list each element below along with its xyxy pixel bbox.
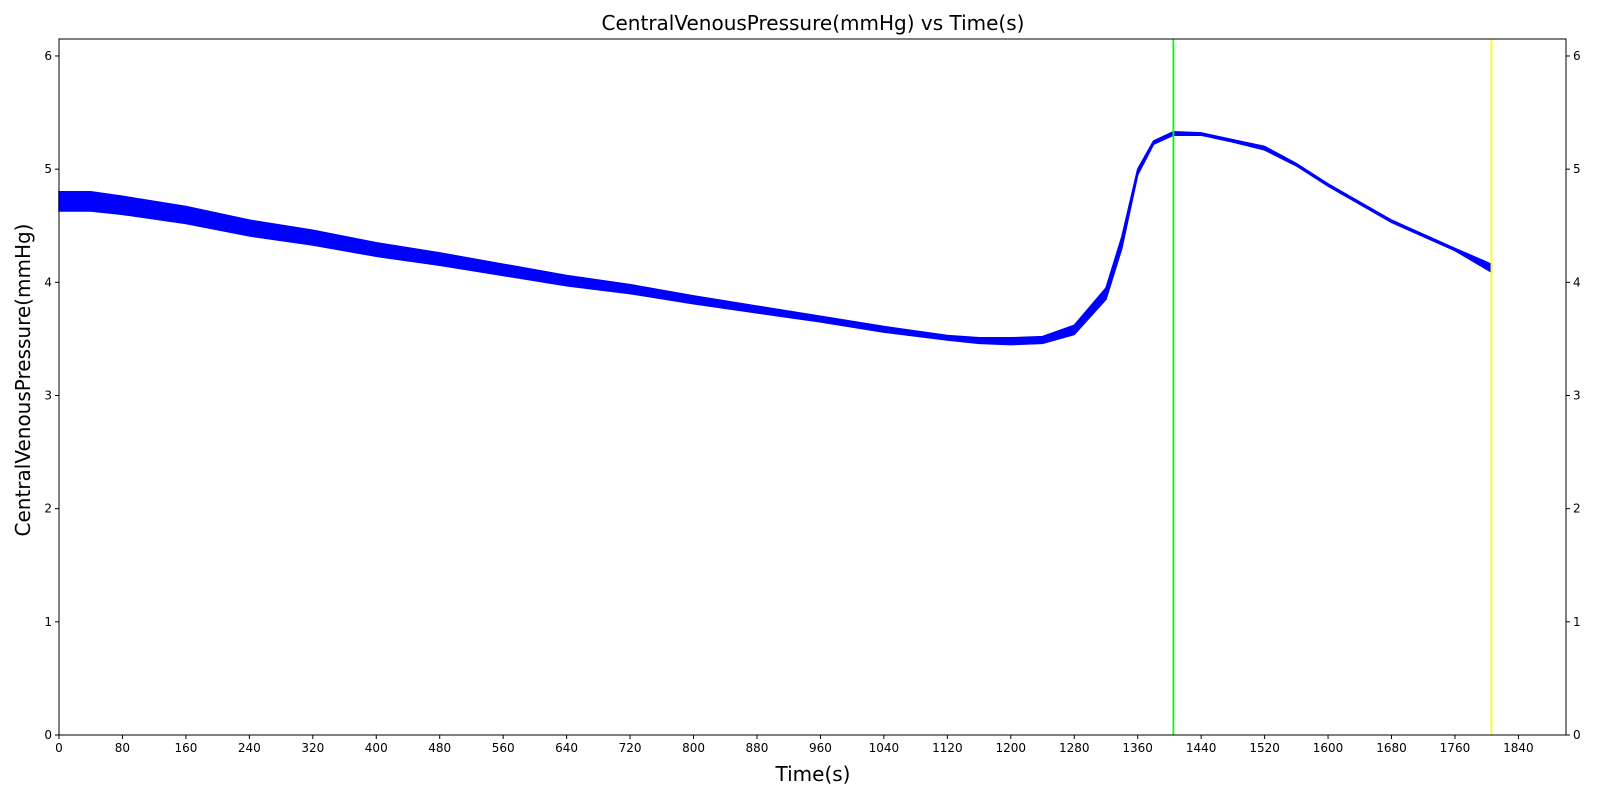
y-tick-label-right: 2 bbox=[1573, 502, 1581, 516]
x-tick-label: 1440 bbox=[1186, 741, 1217, 755]
y-tick-label-left: 1 bbox=[44, 615, 52, 629]
x-tick-label: 1200 bbox=[996, 741, 1027, 755]
y-axis-label: CentralVenousPressure(mmHg) bbox=[11, 224, 35, 537]
x-tick-label: 560 bbox=[492, 741, 515, 755]
x-tick-label: 160 bbox=[174, 741, 197, 755]
x-tick-label: 80 bbox=[115, 741, 130, 755]
x-tick-label: 1120 bbox=[932, 741, 963, 755]
x-tick-label: 800 bbox=[682, 741, 705, 755]
series-line-0 bbox=[58, 131, 1493, 346]
x-tick-label: 640 bbox=[555, 741, 578, 755]
x-tick-label: 880 bbox=[746, 741, 769, 755]
y-tick-label-left: 6 bbox=[44, 49, 52, 63]
y-tick-label-right: 1 bbox=[1573, 615, 1581, 629]
y-tick-label-left: 3 bbox=[44, 388, 52, 402]
chart-title: CentralVenousPressure(mmHg) vs Time(s) bbox=[602, 11, 1025, 35]
y-tick-label-right: 0 bbox=[1573, 728, 1581, 742]
x-tick-label: 1520 bbox=[1249, 741, 1280, 755]
x-tick-label: 320 bbox=[301, 741, 324, 755]
x-tick-label: 1680 bbox=[1376, 741, 1407, 755]
x-tick-label: 1040 bbox=[869, 741, 900, 755]
y-tick-label-left: 4 bbox=[44, 275, 52, 289]
x-tick-label: 0 bbox=[55, 741, 63, 755]
x-tick-label: 1600 bbox=[1313, 741, 1344, 755]
y-tick-label-left: 5 bbox=[44, 162, 52, 176]
y-tick-label-left: 2 bbox=[44, 502, 52, 516]
x-tick-label: 1360 bbox=[1122, 741, 1153, 755]
plot-frame bbox=[58, 38, 1567, 736]
x-tick-label: 400 bbox=[365, 741, 388, 755]
y-tick-label-right: 3 bbox=[1573, 388, 1581, 402]
x-tick-label: 1760 bbox=[1440, 741, 1471, 755]
x-tick-label: 960 bbox=[809, 741, 832, 755]
x-tick-label: 1280 bbox=[1059, 741, 1090, 755]
y-tick-label-right: 5 bbox=[1573, 162, 1581, 176]
y-tick-label-left: 0 bbox=[44, 728, 52, 742]
x-tick-label: 480 bbox=[428, 741, 451, 755]
x-axis-label: Time(s) bbox=[775, 762, 851, 786]
x-tick-label: 1840 bbox=[1503, 741, 1534, 755]
y-tick-label-right: 6 bbox=[1573, 49, 1581, 63]
x-tick-label: 720 bbox=[619, 741, 642, 755]
y-tick-label-right: 4 bbox=[1573, 275, 1581, 289]
x-tick-label: 240 bbox=[238, 741, 261, 755]
